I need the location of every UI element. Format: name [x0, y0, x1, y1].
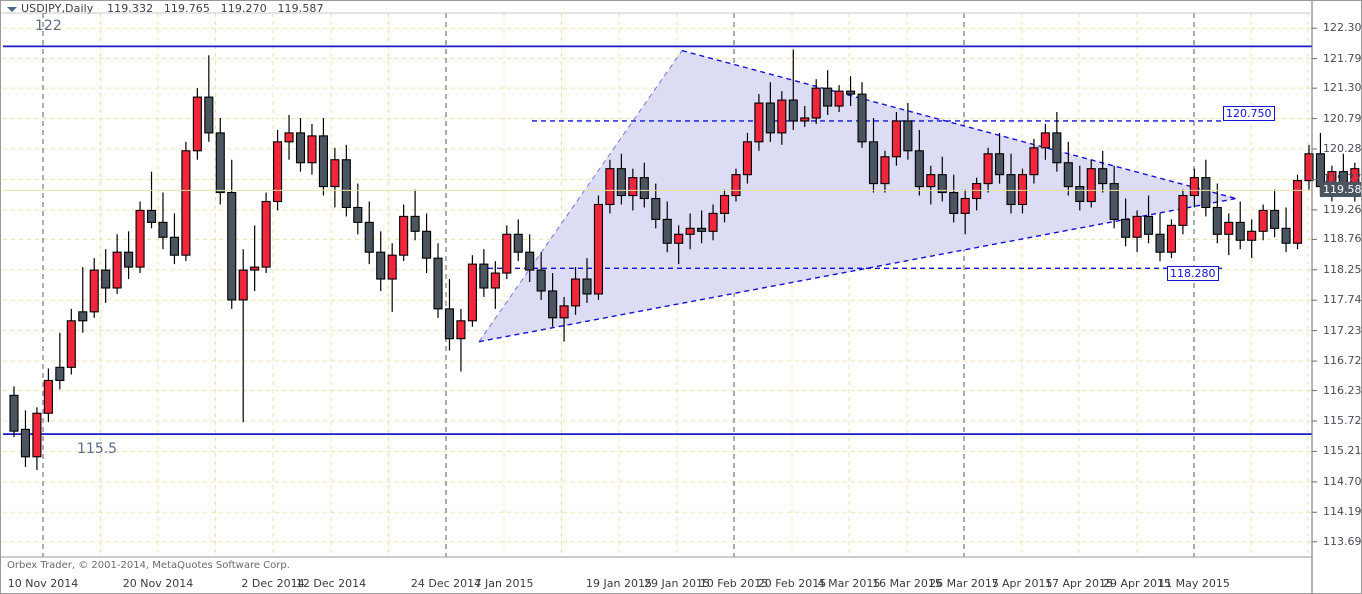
chart-header: USDJPY,Daily 119.332 119.765 119.270 119…: [21, 2, 331, 15]
y-axis-tick-label: 115.720: [1323, 414, 1362, 427]
x-axis-tick-label: 10 Feb 2015: [699, 577, 769, 590]
y-axis-tick-label: 116.725: [1323, 354, 1362, 368]
y-axis-tick-label: 113.695: [1323, 534, 1362, 548]
x-axis-tick-label: 11 May 2015: [1158, 577, 1230, 590]
ohlc-low: 119.270: [220, 2, 267, 15]
y-axis-tick-label: 114.700: [1323, 474, 1362, 488]
y-axis-tick-label: 121.795: [1323, 51, 1362, 65]
chart-frame: [1, 1, 1317, 593]
x-axis-tick-label: 20 Feb 2015: [757, 577, 827, 590]
ohlc-high: 119.765: [163, 2, 211, 15]
y-axis-tick-label: 122.305: [1323, 21, 1362, 35]
x-axis-tick-label: 10 Nov 2014: [7, 577, 79, 590]
y-axis-tick-label: 117.745: [1323, 293, 1362, 307]
y-axis-tick-label: 119.260: [1323, 202, 1362, 216]
x-axis-tick-label: 16 Mar 2015: [872, 577, 942, 590]
x-axis-tick-label: 29 Jan 2015: [644, 577, 710, 590]
ohlc-close: 119.587: [277, 2, 324, 15]
level-label-122: 122: [35, 18, 62, 34]
y-axis-tick-label: 115.210: [1323, 444, 1362, 458]
chevron-down-icon[interactable]: [7, 7, 17, 12]
price-tag-support[interactable]: 118.280: [1167, 266, 1219, 281]
x-axis-tick-label: 29 Apr 2015: [1102, 577, 1172, 590]
x-axis-tick-label: 17 Apr 2015: [1044, 577, 1114, 590]
y-axis-tick-label: 120.280: [1323, 142, 1362, 155]
x-axis-tick-label: 24 Dec 2014: [410, 577, 482, 590]
x-axis-tick-label: 20 Nov 2014: [122, 577, 194, 590]
y-axis-tick-label: 119.770: [1323, 172, 1362, 186]
x-axis-tick-label: 2 Dec 2014: [241, 577, 305, 590]
x-axis-tick-label: 7 Apr 2015: [991, 577, 1053, 590]
y-axis-tick-label: 114.190: [1323, 505, 1362, 519]
current-price-marker: 119.587: [1320, 182, 1361, 198]
copyright-label: Orbex Trader, © 2001-2014, MetaQuotes So…: [7, 560, 290, 571]
level-label-115-5: 115.5: [77, 441, 118, 457]
ohlc-open: 119.332: [107, 2, 154, 15]
x-axis-tick-label: 4 Mar 2015: [817, 577, 881, 590]
x-axis-tick-label: 19 Jan 2015: [586, 577, 652, 590]
x-axis-tick-label: 12 Dec 2014: [295, 577, 367, 590]
horizontal-level-lines: [3, 45, 1312, 436]
y-axis-tick-label: 117.235: [1323, 323, 1362, 337]
y-axis-tick-label: 116.230: [1323, 383, 1362, 397]
y-axis-tick-label: 121.300: [1323, 81, 1362, 95]
x-axis-tick-label: 26 Mar 2015: [929, 577, 999, 590]
y-axis-tick-label: 120.790: [1323, 111, 1362, 125]
y-axis-tick-label: 118.255: [1323, 262, 1362, 276]
candlestick-series: [3, 49, 1360, 470]
y-axis-tick-label: 118.765: [1323, 232, 1362, 246]
symbol-timeframe-label: USDJPY,Daily: [21, 2, 94, 15]
price-tag-resistance[interactable]: 120.750: [1223, 106, 1275, 121]
x-axis-tick-label: 7 Jan 2015: [474, 577, 534, 590]
